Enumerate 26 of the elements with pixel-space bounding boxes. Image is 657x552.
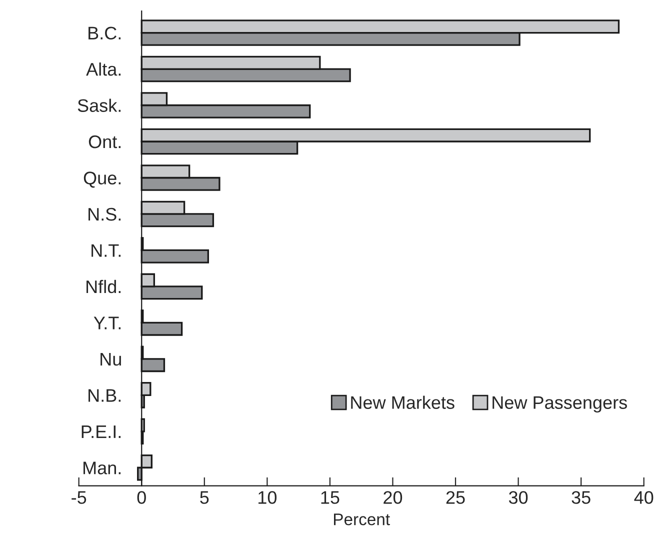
x-tick-label: 40 [634, 491, 654, 504]
x-tick-label: 10 [258, 491, 277, 504]
x-tick-label: 15 [321, 491, 340, 504]
y-tick-label: N.T. [92, 244, 121, 257]
y-tick-label: Man. [84, 462, 121, 474]
x-tick-label: 35 [572, 491, 590, 504]
y-tick-label: Nfld. [86, 280, 121, 294]
legend-label: New Markets [351, 396, 454, 409]
y-tick-label: Nu [100, 353, 121, 366]
y-tick-label: N.B. [88, 389, 121, 402]
y-tick-label: B.C. [88, 26, 121, 40]
x-tick-label: 25 [446, 491, 465, 504]
x-tick-label: -5 [72, 491, 86, 504]
y-tick-label: Y.T. [94, 316, 121, 330]
y-tick-label: Que. [84, 172, 121, 188]
x-tick-label: 20 [384, 491, 402, 504]
legend-label: New Passengers [492, 396, 627, 413]
y-tick-label: Sask. [78, 98, 121, 112]
x-axis-title: Percent [334, 514, 390, 526]
y-tick-label: P.E.I. [82, 426, 121, 438]
x-tick-label: 5 [200, 491, 209, 504]
y-tick-label: Alta. [86, 62, 121, 76]
y-tick-label: Ont. [88, 135, 121, 148]
x-tick-label: 30 [508, 491, 528, 504]
x-tick-label: 0 [137, 491, 146, 504]
y-tick-label: N.S. [88, 208, 121, 221]
